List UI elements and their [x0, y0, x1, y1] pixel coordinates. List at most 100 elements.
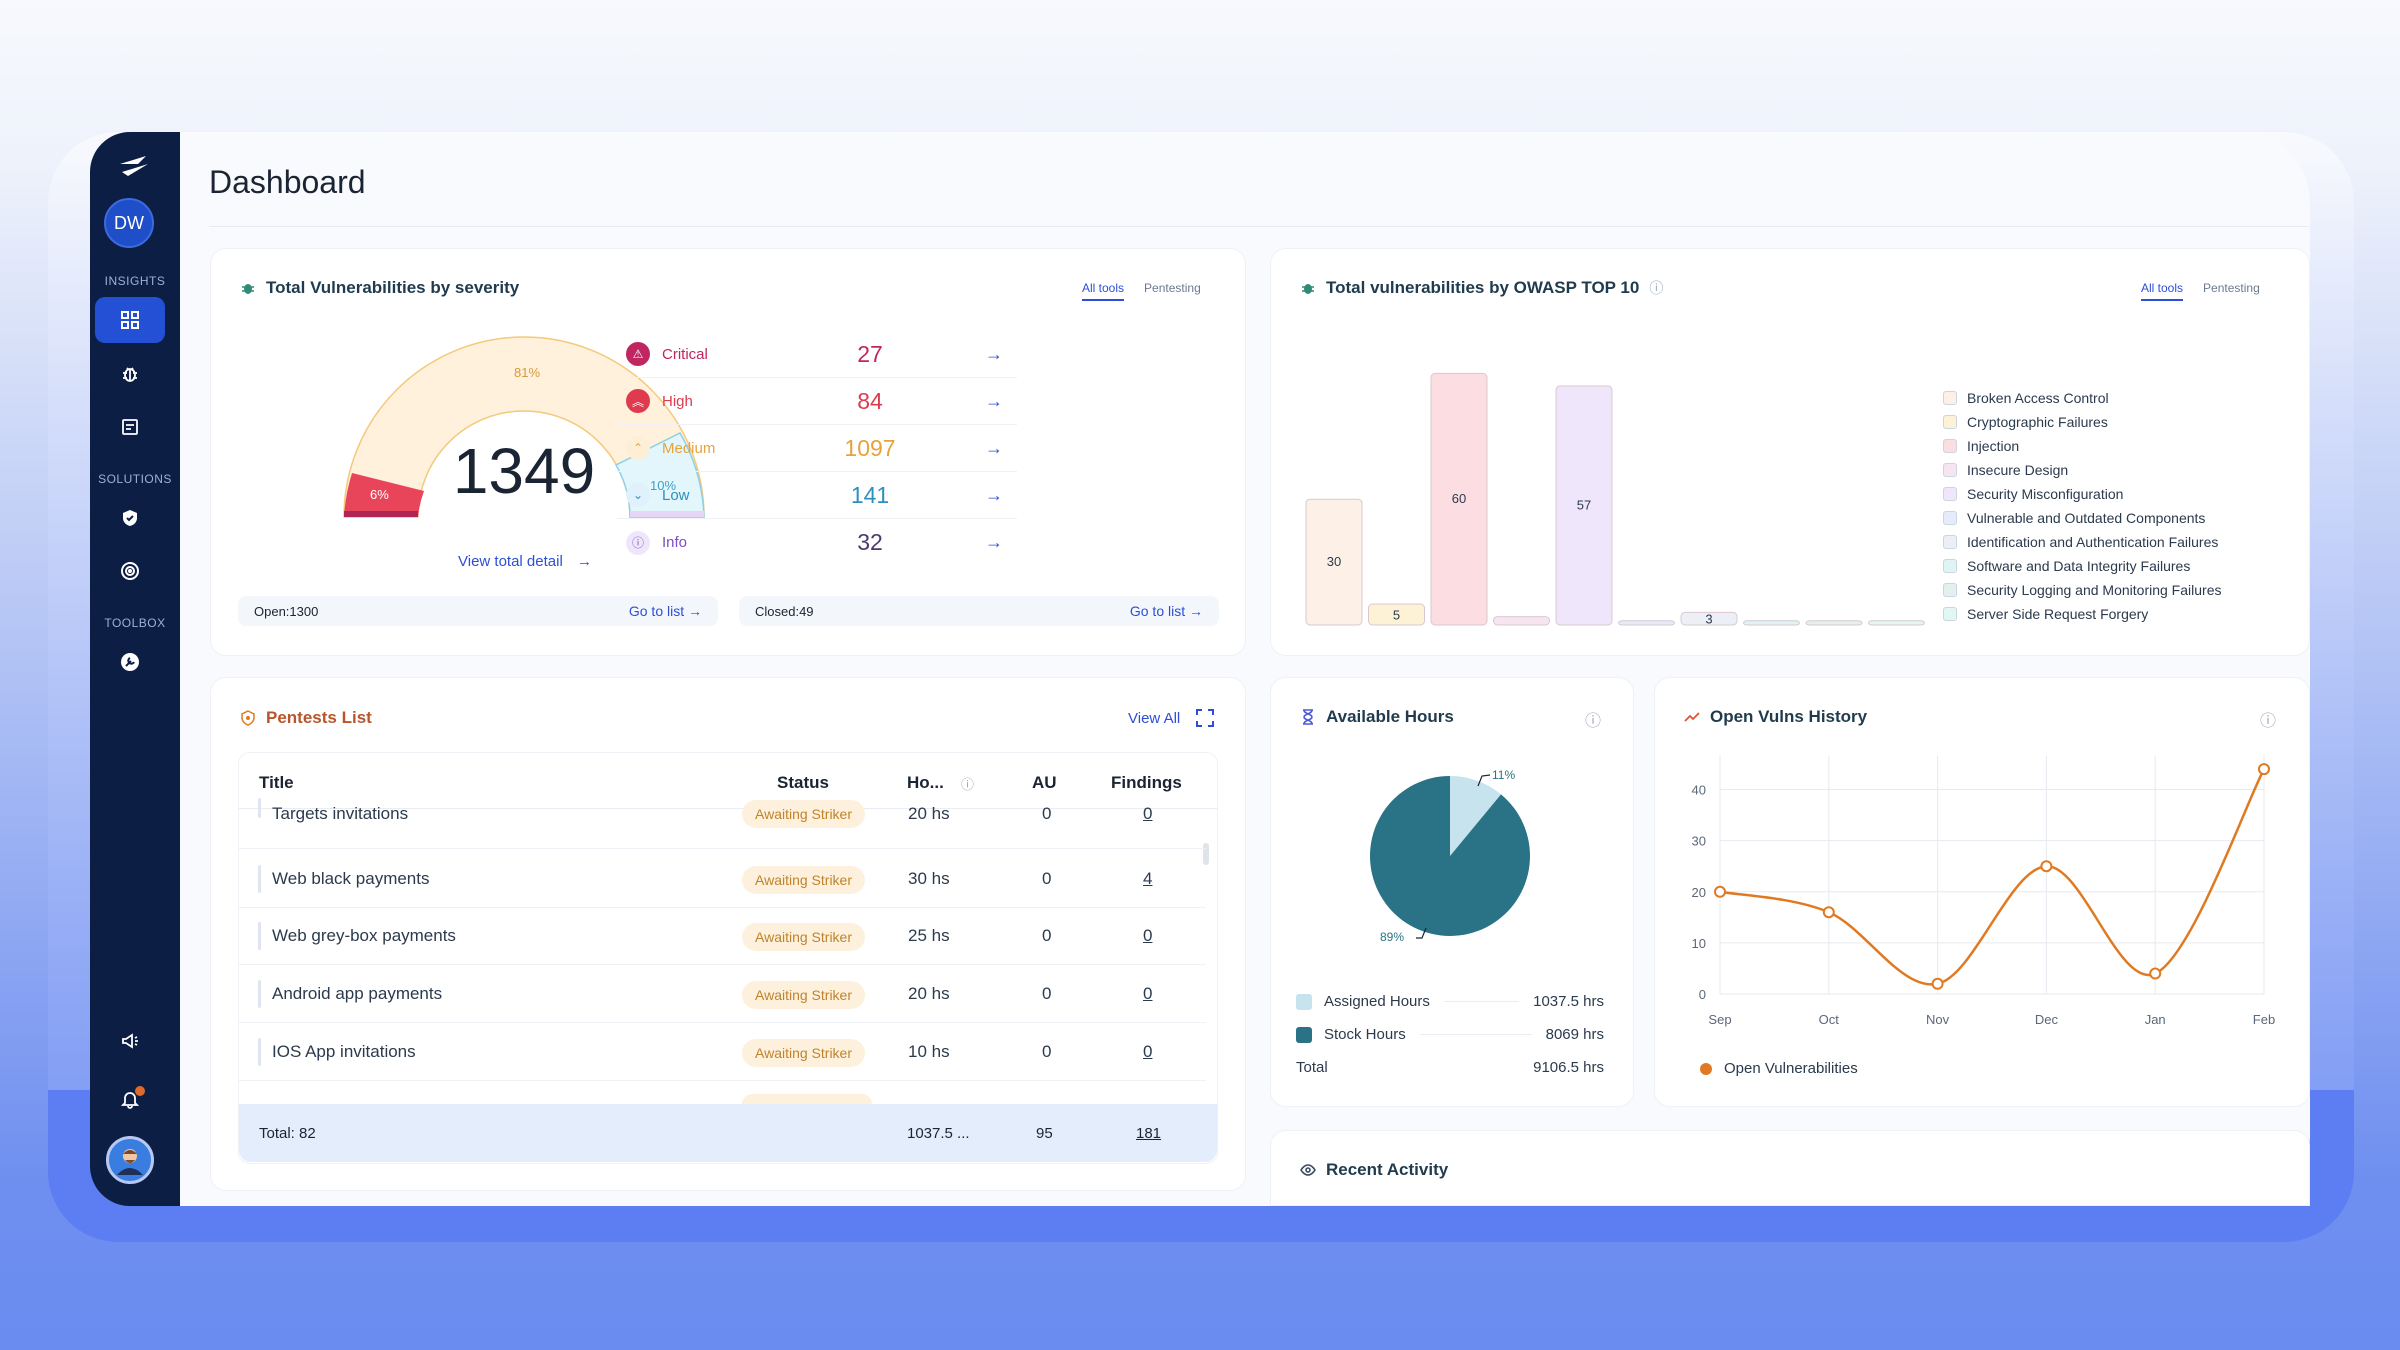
owasp-legend-item[interactable]: Security Misconfiguration [1943, 486, 2123, 502]
data-point[interactable] [1931, 977, 1944, 990]
bug-icon [242, 284, 254, 294]
owasp-legend-item[interactable]: Broken Access Control [1943, 390, 2109, 406]
hours-pie-chart: 11% 89% [1370, 768, 1530, 944]
owasp-bar[interactable] [1868, 620, 1925, 626]
row-findings-link[interactable]: 0 [1143, 804, 1153, 823]
owasp-legend-item[interactable]: Security Logging and Monitoring Failures [1943, 582, 2221, 598]
megaphone-icon [122, 1033, 138, 1049]
row-findings-link[interactable]: 4 [1143, 869, 1153, 888]
owasp-bar[interactable] [1493, 616, 1550, 626]
owasp-legend-item[interactable]: Cryptographic Failures [1943, 414, 2108, 430]
view-all-link[interactable]: View All [1128, 709, 1215, 727]
pie-slice[interactable] [1450, 776, 1501, 856]
column-header-findings[interactable]: Findings [1111, 773, 1182, 792]
column-header-status[interactable]: Status [777, 773, 829, 792]
owasp-bar-label: 30 [1327, 554, 1341, 569]
sidebar-item-security[interactable] [95, 495, 165, 541]
severity-row-medium[interactable]: ⌃ Medium 1097 → [617, 425, 1017, 472]
tab-pentesting[interactable]: Pentesting [2203, 281, 2260, 295]
legend-swatch [1943, 463, 1957, 477]
table-row[interactable]: Android app payments Awaiting Striker 20… [238, 966, 1206, 1023]
pentests-card-title: Pentests List [240, 708, 372, 728]
sidebar-section-toolbox: TOOLBOX [104, 616, 166, 630]
data-point[interactable] [2258, 763, 2270, 776]
row-findings-link[interactable]: 0 [1143, 926, 1153, 945]
sidebar-item-dashboard[interactable] [95, 297, 165, 343]
total-findings-link[interactable]: 181 [1136, 1125, 1162, 1142]
owasp-bar[interactable] [1618, 620, 1675, 626]
arrow-right-icon[interactable]: → [985, 390, 1003, 411]
legend-label: Security Misconfiguration [1967, 486, 2124, 502]
owasp-bar[interactable] [1680, 611, 1738, 626]
column-header-title[interactable]: Title [259, 773, 294, 792]
help-icon[interactable]: ⓘ [1585, 713, 1602, 730]
history-title-text: Open Vulns History [1710, 707, 1868, 726]
row-findings-link[interactable]: 0 [1143, 984, 1153, 1003]
status-badge: Awaiting Striker [742, 923, 866, 951]
owasp-legend-item[interactable]: Vulnerable and Outdated Components [1943, 510, 2205, 526]
legend-label: Server Side Request Forgery [1967, 606, 2149, 622]
table-scrollbar[interactable] [1203, 843, 1209, 865]
sidebar-section-insights: INSIGHTS [104, 274, 166, 288]
owasp-legend-item[interactable]: Identification and Authentication Failur… [1943, 534, 2218, 550]
data-point[interactable] [2040, 860, 2053, 873]
table-row[interactable]: Web grey-box payments Awaiting Striker 2… [238, 908, 1206, 965]
severity-row-critical[interactable]: ⚠ Critical 27 → [617, 331, 1017, 378]
user-avatar[interactable] [106, 1136, 154, 1184]
sidebar-item-reports[interactable] [95, 404, 165, 450]
row-hours: 20 hs [908, 804, 950, 823]
sidebar-item-vulnerabilities[interactable] [95, 351, 165, 397]
data-point[interactable] [1714, 885, 1726, 898]
severity-row-low[interactable]: ⌄ Low 141 → [617, 472, 1017, 519]
shield-icon [123, 510, 137, 526]
arrow-right-icon[interactable]: → [985, 343, 1003, 364]
table-row[interactable]: IOS App invitations Awaiting Striker 10 … [238, 1024, 1206, 1081]
open-go-to-list-link[interactable]: Go to list → [628, 603, 702, 619]
tab-pentesting[interactable]: Pentesting [1144, 281, 1201, 295]
arrow-right-icon[interactable]: → [985, 532, 1003, 552]
owasp-legend-item[interactable]: Injection [1943, 438, 2019, 454]
user-initials-avatar[interactable]: DW [104, 198, 154, 248]
sidebar-item-notifications[interactable] [95, 1076, 165, 1122]
column-header-au[interactable]: AU [1032, 773, 1057, 792]
trend-icon [1684, 712, 1700, 722]
activity-card [1270, 1130, 2310, 1206]
arrow-right-icon[interactable]: → [985, 484, 1003, 505]
table-row[interactable]: Targets invitations Awaiting Striker 20 … [238, 792, 1206, 849]
severity-row-high[interactable]: ︽ High 84 → [617, 378, 1017, 425]
history-card-title: Open Vulns History [1684, 707, 1867, 727]
owasp-bar[interactable] [1305, 498, 1363, 626]
sidebar-item-announcements[interactable] [95, 1018, 165, 1064]
hours-card-title: Available Hours [1300, 707, 1454, 727]
help-icon[interactable]: ⓘ [961, 777, 975, 792]
view-total-detail-link[interactable]: View total detail → [458, 553, 592, 570]
gauge-critical-pct: 6% [370, 487, 389, 502]
sidebar-item-targets[interactable] [95, 548, 165, 594]
owasp-bar[interactable] [1743, 620, 1800, 626]
column-header-hours[interactable]: Ho... [907, 773, 944, 792]
closed-go-to-list-link[interactable]: Go to list → [1129, 603, 1203, 619]
owasp-legend-item[interactable]: Server Side Request Forgery [1943, 606, 2148, 622]
tab-all-tools[interactable]: All tools [1082, 281, 1125, 301]
owasp-legend-item[interactable]: Software and Data Integrity Failures [1943, 558, 2190, 574]
pie-slice[interactable] [1370, 776, 1530, 936]
legend-swatch [1296, 993, 1312, 1010]
warning-icon: ⚠ [626, 342, 650, 366]
owasp-bar[interactable] [1368, 603, 1425, 626]
owasp-bar[interactable] [1805, 620, 1863, 626]
help-icon[interactable]: ⓘ [2260, 713, 2277, 730]
logo-icon[interactable] [116, 152, 152, 182]
expand-icon[interactable] [1196, 709, 1215, 727]
owasp-bar[interactable] [1430, 372, 1488, 626]
table-row[interactable]: Web black payments Awaiting Striker 30 h… [238, 851, 1206, 908]
tab-all-tools[interactable]: All tools [2141, 281, 2184, 301]
help-icon[interactable]: ⓘ [1649, 280, 1664, 296]
owasp-bar[interactable] [1555, 385, 1613, 626]
data-point[interactable] [1822, 906, 1835, 919]
owasp-legend-item[interactable]: Insecure Design [1943, 462, 2068, 478]
severity-row-info[interactable]: ⓘ Info 32 → [617, 519, 1017, 566]
data-point[interactable] [2149, 967, 2162, 980]
sidebar-item-tools[interactable] [95, 639, 165, 685]
row-findings-link[interactable]: 0 [1143, 1042, 1153, 1061]
arrow-right-icon[interactable]: → [985, 437, 1003, 458]
